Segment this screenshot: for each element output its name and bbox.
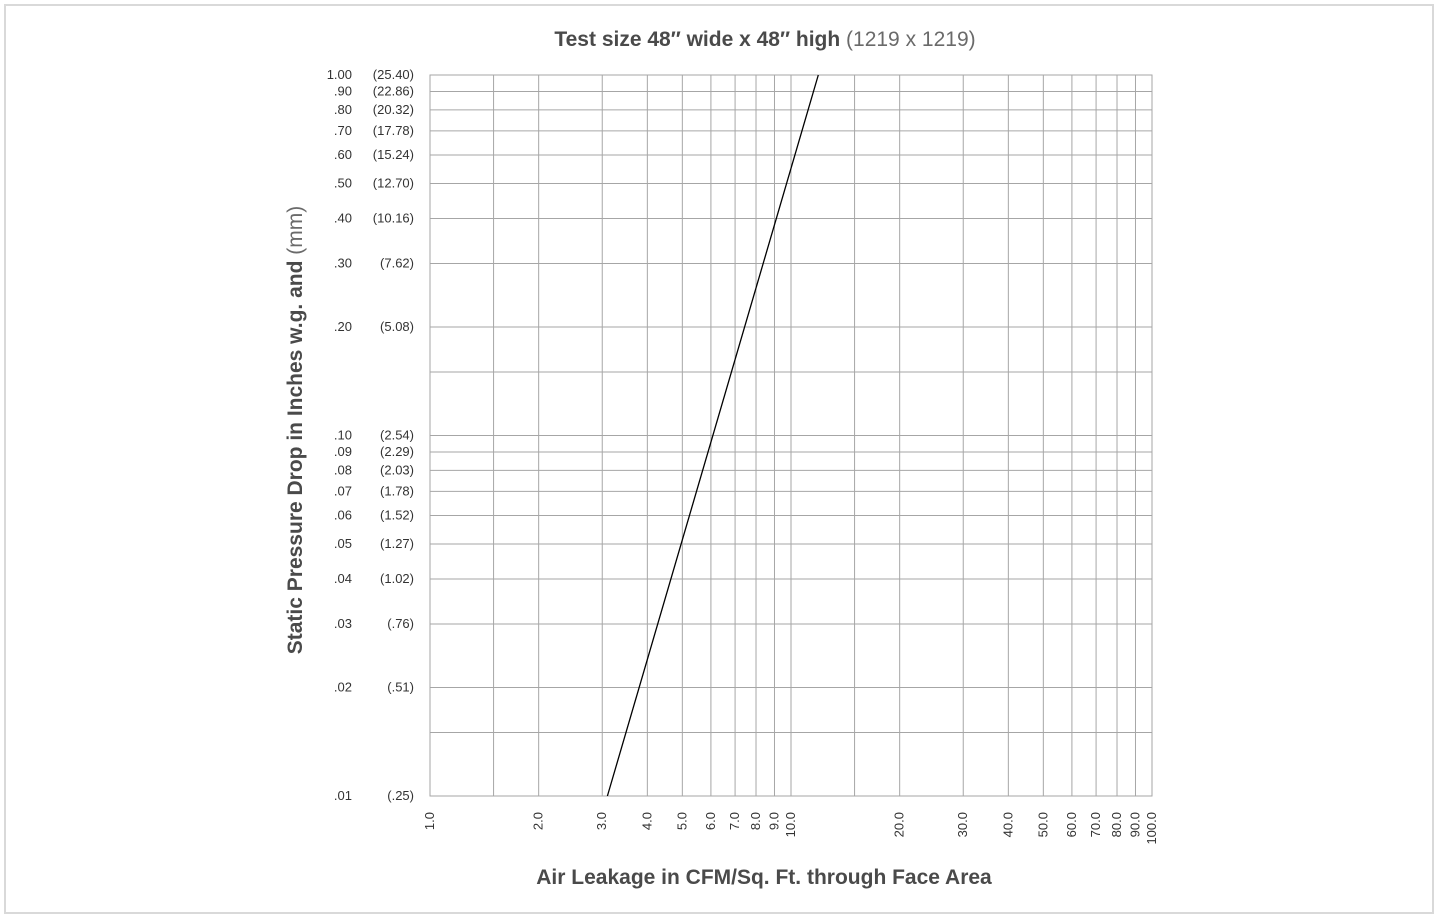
- y-tick-label: .10: [334, 428, 352, 443]
- y-tick-mm-label: (2.54): [380, 428, 414, 443]
- y-tick-label: 1.00: [327, 67, 352, 82]
- x-tick-label: 7.0: [727, 812, 742, 830]
- x-tick-label: 10.0: [783, 812, 798, 837]
- y-tick-mm-label: (5.08): [380, 319, 414, 334]
- y-tick-mm-label: (.76): [387, 616, 414, 631]
- series-line: [606, 74, 819, 797]
- x-tick-label: 6.0: [703, 812, 718, 830]
- chart-title-main: Test size 48″ wide x 48″ high: [554, 28, 841, 51]
- y-tick-mm-label: (7.62): [380, 255, 414, 270]
- y-tick-mm-label: (17.78): [373, 123, 414, 138]
- chart-frame: [4, 4, 1434, 914]
- y-tick-label: .07: [334, 483, 352, 498]
- plot-border: [429, 74, 1153, 797]
- x-tick-label: 90.0: [1127, 812, 1142, 837]
- y-tick-label: .90: [334, 83, 352, 98]
- y-tick-label: .09: [334, 444, 352, 459]
- y-tick-mm-label: (20.32): [373, 102, 414, 117]
- y-tick-mm-label: (1.02): [380, 571, 414, 586]
- y-tick-mm-label: (10.16): [373, 210, 414, 225]
- chart-title-sub: (1219 x 1219): [846, 28, 976, 51]
- x-tick-label: 70.0: [1088, 812, 1103, 837]
- y-tick-label: .08: [334, 462, 352, 477]
- y-tick-label: .03: [334, 616, 352, 631]
- x-tick-label: 4.0: [639, 812, 654, 830]
- x-tick-label: 2.0: [531, 812, 546, 830]
- y-tick-mm-label: (1.52): [380, 507, 414, 522]
- y-tick-mm-label: (2.03): [380, 462, 414, 477]
- x-tick-label: 20.0: [892, 812, 907, 837]
- y-tick-mm-label: (2.29): [380, 444, 414, 459]
- y-tick-label: .70: [334, 123, 352, 138]
- y-tick-mm-label: (.51): [387, 679, 414, 694]
- x-tick-label: 9.0: [766, 812, 781, 830]
- y-tick-label: .05: [334, 536, 352, 551]
- x-tick-label: 50.0: [1035, 812, 1050, 837]
- y-tick-label: .02: [334, 679, 352, 694]
- x-tick-label: 8.0: [748, 812, 763, 830]
- y-tick-label: .20: [334, 319, 352, 334]
- y-tick-mm-label: (1.27): [380, 536, 414, 551]
- y-tick-label: .04: [334, 571, 352, 586]
- y-tick-label: .50: [334, 176, 352, 191]
- y-tick-mm-label: (.25): [387, 788, 414, 803]
- y-tick-label: .40: [334, 210, 352, 225]
- x-tick-label: 100.0: [1144, 812, 1159, 845]
- y-tick-mm-label: (1.78): [380, 483, 414, 498]
- x-tick-label: 80.0: [1109, 812, 1124, 837]
- y-tick-mm-label: (15.24): [373, 147, 414, 162]
- x-tick-label: 1.0: [422, 812, 437, 830]
- y-tick-label: .01: [334, 788, 352, 803]
- y-tick-mm-label: (25.40): [373, 67, 414, 82]
- y-tick-label: .80: [334, 102, 352, 117]
- y-tick-label: .30: [334, 255, 352, 270]
- y-tick-label: .06: [334, 507, 352, 522]
- chart-title: Test size 48″ wide x 48″ high (1219 x 12…: [0, 28, 1442, 52]
- x-axis-label: Air Leakage in CFM/Sq. Ft. through Face …: [536, 866, 992, 889]
- x-tick-label: 3.0: [594, 812, 609, 830]
- x-tick-label: 40.0: [1000, 812, 1015, 837]
- x-tick-label: 5.0: [674, 812, 689, 830]
- y-tick-label: .60: [334, 147, 352, 162]
- x-tick-label: 30.0: [955, 812, 970, 837]
- y-tick-mm-label: (22.86): [373, 83, 414, 98]
- x-tick-label: 60.0: [1064, 812, 1079, 837]
- y-tick-mm-label: (12.70): [373, 176, 414, 191]
